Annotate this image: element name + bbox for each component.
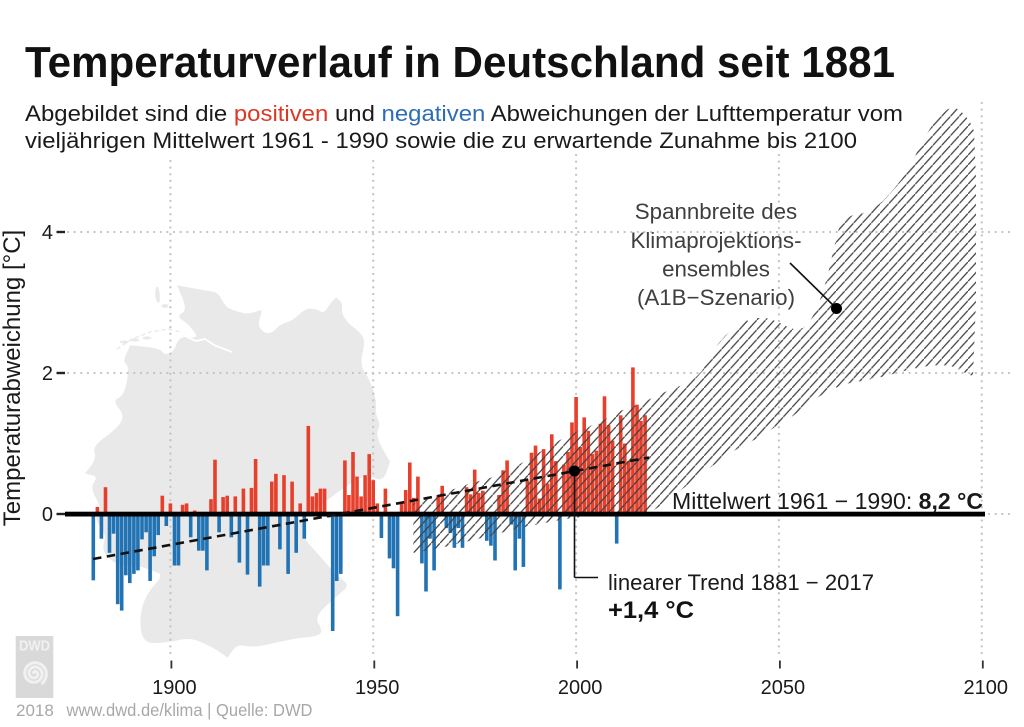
svg-text:www.dwd.de/klima | Quelle: DWD: www.dwd.de/klima | Quelle: DWD: [66, 700, 313, 720]
svg-text:2018: 2018: [16, 701, 54, 720]
svg-text:Klimaprojektions-: Klimaprojektions-: [630, 228, 801, 253]
svg-text:Abgebildet sind die positiven: Abgebildet sind die positiven und negati…: [25, 101, 903, 126]
svg-text:Temperaturverlauf in Deutschla: Temperaturverlauf in Deutschland seit 18…: [25, 38, 895, 87]
svg-text:(A1B−Szenario): (A1B−Szenario): [637, 285, 795, 310]
svg-text:DWD: DWD: [19, 639, 50, 655]
svg-text:Spannbreite des: Spannbreite des: [635, 199, 797, 224]
svg-text:Mittelwert 1961 − 1990: 8,2 °C: Mittelwert 1961 − 1990: 8,2 °C: [672, 488, 983, 514]
svg-text:2: 2: [42, 363, 53, 385]
svg-text:2000: 2000: [558, 677, 603, 699]
svg-text:0: 0: [42, 504, 53, 526]
svg-text:vieljährigen Mittelwert 1961 -: vieljährigen Mittelwert 1961 - 1990 sowi…: [25, 128, 857, 153]
svg-text:1950: 1950: [355, 677, 400, 699]
svg-text:linearer Trend 1881 − 2017: linearer Trend 1881 − 2017: [608, 570, 874, 595]
svg-text:ensembles: ensembles: [662, 257, 770, 282]
svg-text:Temperaturabweichung [°C]: Temperaturabweichung [°C]: [0, 230, 26, 526]
svg-text:+1,4 °C: +1,4 °C: [608, 597, 694, 624]
svg-text:1900: 1900: [152, 677, 197, 699]
svg-text:2100: 2100: [964, 677, 1009, 699]
svg-text:2050: 2050: [761, 677, 806, 699]
svg-text:4: 4: [42, 222, 53, 244]
